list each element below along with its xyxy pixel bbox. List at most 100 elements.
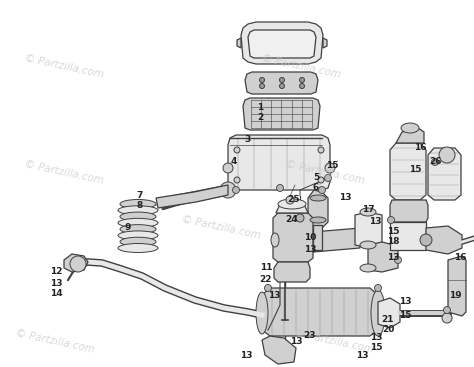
Circle shape	[234, 177, 240, 183]
Polygon shape	[390, 222, 426, 250]
Circle shape	[325, 163, 335, 173]
Text: 19: 19	[449, 291, 461, 299]
Ellipse shape	[118, 206, 158, 215]
Text: 21: 21	[382, 316, 394, 324]
Circle shape	[280, 84, 284, 88]
Polygon shape	[426, 226, 462, 254]
Circle shape	[286, 196, 294, 204]
Text: 13: 13	[240, 352, 252, 360]
Ellipse shape	[360, 208, 376, 216]
Text: 13: 13	[399, 298, 411, 306]
Circle shape	[259, 84, 264, 88]
Text: 15: 15	[409, 166, 421, 174]
Text: 13: 13	[369, 218, 381, 226]
Polygon shape	[323, 38, 327, 48]
Text: 6: 6	[313, 184, 319, 193]
Text: 9: 9	[125, 224, 131, 233]
Polygon shape	[241, 22, 323, 64]
Polygon shape	[396, 128, 424, 143]
Polygon shape	[308, 190, 328, 228]
Text: 13: 13	[387, 254, 399, 262]
Polygon shape	[390, 200, 428, 222]
Text: 13: 13	[268, 291, 280, 299]
Polygon shape	[262, 336, 296, 364]
Circle shape	[444, 306, 450, 313]
Polygon shape	[274, 262, 310, 282]
Text: © Partzilla.com: © Partzilla.com	[24, 53, 105, 79]
Ellipse shape	[360, 241, 376, 249]
Circle shape	[300, 77, 304, 83]
Ellipse shape	[371, 290, 385, 336]
Circle shape	[220, 182, 236, 198]
Text: 3: 3	[245, 135, 251, 145]
Text: 5: 5	[313, 174, 319, 182]
Text: 18: 18	[387, 237, 399, 247]
Polygon shape	[276, 204, 308, 213]
Text: © Partzilla.com: © Partzilla.com	[24, 159, 105, 186]
Ellipse shape	[310, 217, 326, 223]
Polygon shape	[368, 242, 398, 272]
Text: 2: 2	[257, 113, 263, 123]
Ellipse shape	[401, 123, 419, 133]
Polygon shape	[355, 212, 382, 248]
Circle shape	[233, 186, 239, 193]
Text: 15: 15	[370, 344, 382, 352]
Polygon shape	[313, 228, 360, 252]
Ellipse shape	[360, 264, 376, 272]
Circle shape	[259, 77, 264, 83]
Text: 16: 16	[414, 143, 426, 153]
Text: 11: 11	[260, 264, 272, 273]
Polygon shape	[313, 225, 322, 250]
Polygon shape	[228, 135, 330, 190]
Text: 12: 12	[50, 268, 62, 276]
Text: 14: 14	[50, 288, 62, 298]
Polygon shape	[428, 148, 461, 200]
Circle shape	[70, 256, 86, 272]
Text: 13: 13	[339, 193, 351, 203]
Ellipse shape	[310, 195, 326, 201]
Circle shape	[420, 234, 432, 246]
Polygon shape	[157, 185, 228, 208]
Text: 17: 17	[362, 206, 374, 214]
Text: © Partzilla.com: © Partzilla.com	[284, 159, 365, 186]
Circle shape	[374, 284, 382, 291]
Ellipse shape	[120, 200, 156, 208]
Circle shape	[296, 214, 304, 222]
Text: 7: 7	[137, 190, 143, 200]
Circle shape	[442, 313, 452, 323]
Polygon shape	[64, 254, 88, 272]
Polygon shape	[378, 298, 400, 328]
Circle shape	[318, 147, 324, 153]
Ellipse shape	[118, 243, 158, 252]
Text: 15: 15	[387, 228, 399, 236]
Ellipse shape	[278, 199, 306, 209]
Polygon shape	[245, 72, 318, 94]
Polygon shape	[248, 30, 316, 58]
Circle shape	[223, 163, 233, 173]
Circle shape	[264, 284, 272, 291]
Circle shape	[280, 77, 284, 83]
Polygon shape	[448, 256, 466, 316]
Circle shape	[431, 159, 438, 166]
Text: 16: 16	[454, 254, 466, 262]
Text: © Partzilla.com: © Partzilla.com	[180, 214, 261, 241]
Text: 15: 15	[399, 310, 411, 320]
Text: 26: 26	[430, 157, 442, 167]
Ellipse shape	[120, 225, 156, 234]
Text: 25: 25	[288, 196, 300, 204]
Text: © Partzilla.com: © Partzilla.com	[14, 328, 95, 355]
Ellipse shape	[256, 292, 268, 334]
Text: 13: 13	[356, 352, 368, 360]
Circle shape	[388, 217, 394, 224]
Ellipse shape	[120, 212, 156, 221]
Circle shape	[234, 147, 240, 153]
Text: 23: 23	[304, 331, 316, 339]
Circle shape	[318, 177, 324, 183]
Ellipse shape	[271, 233, 279, 247]
Circle shape	[325, 174, 331, 182]
Text: 13: 13	[304, 246, 316, 254]
Circle shape	[319, 186, 326, 193]
Text: © Partzilla.com: © Partzilla.com	[261, 53, 342, 79]
Circle shape	[276, 185, 283, 192]
Polygon shape	[390, 143, 426, 200]
